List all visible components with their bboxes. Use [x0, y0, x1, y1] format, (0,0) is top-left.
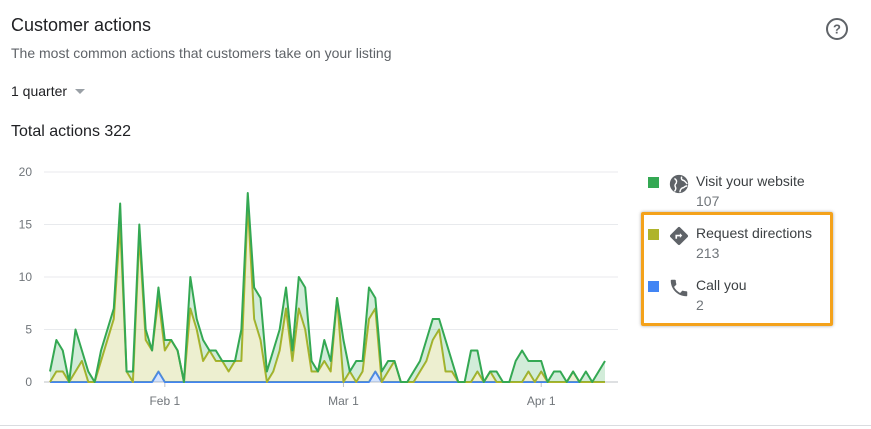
legend-count: 213: [696, 245, 720, 261]
x-tick-label: Apr 1: [527, 394, 556, 408]
total-actions: Total actions 322: [11, 123, 132, 140]
series-line-visit-your-website: [49, 192, 606, 383]
y-tick-label: 10: [19, 270, 33, 284]
y-tick-label: 5: [25, 323, 32, 337]
chevron-down-icon: [75, 88, 86, 94]
y-tick-label: 20: [19, 165, 33, 179]
legend-count: 107: [696, 193, 720, 209]
legend-swatch: [648, 281, 659, 292]
legend-label: Visit your website: [696, 173, 805, 189]
legend-count: 2: [696, 297, 704, 313]
y-tick-label: 15: [19, 218, 33, 232]
help-icon[interactable]: ?: [825, 17, 849, 41]
phone-icon: [670, 279, 688, 297]
card-title: Customer actions: [11, 15, 152, 35]
card-subtitle: The most common actions that customers t…: [11, 45, 392, 61]
date-range-dropdown[interactable]: 1 quarter: [11, 83, 86, 99]
legend-swatch: [648, 229, 659, 240]
legend-swatch: [648, 177, 659, 188]
globe-icon: [669, 174, 689, 194]
divider: [0, 425, 871, 426]
date-range-value: 1 quarter: [11, 83, 68, 99]
x-tick-label: Mar 1: [328, 394, 359, 408]
y-tick-label: 0: [25, 375, 32, 389]
legend-label: Call you: [696, 277, 747, 293]
legend-label: Request directions: [696, 225, 812, 241]
svg-text:?: ?: [833, 22, 841, 37]
x-tick-label: Feb 1: [149, 394, 180, 408]
directions-icon: [670, 227, 688, 245]
